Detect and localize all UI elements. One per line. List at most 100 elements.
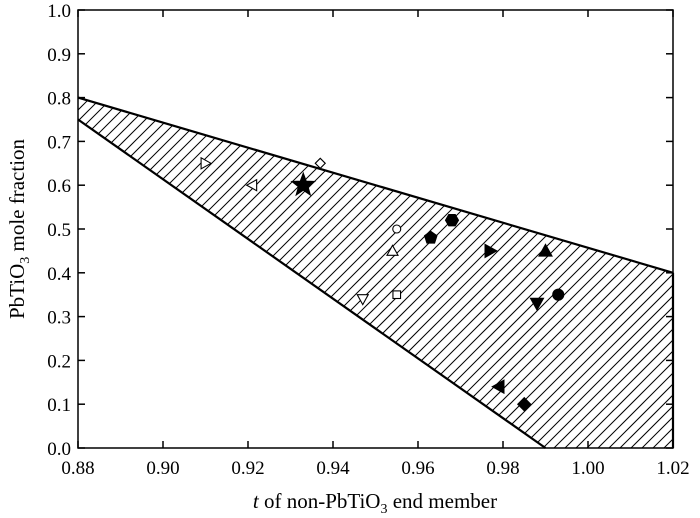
- y-tick-label: 0.5: [47, 220, 71, 241]
- hatch-line: [78, 97, 233, 448]
- data-point-triangle-left-filled: [491, 379, 505, 395]
- hatch-line: [78, 97, 222, 448]
- axis-ticks: 0.88 0.90 0.92 0.94 0.96 0.98 1.00 1.02 0.0 0.1 0.…: [47, 1, 689, 479]
- hatch-line: [78, 97, 200, 448]
- hatch-line: [620, 97, 673, 448]
- hatch-line: [78, 97, 255, 448]
- hatch-line: [147, 97, 607, 448]
- y-tick-label: 0.2: [47, 351, 71, 372]
- hatch-line: [499, 97, 673, 448]
- data-points: [200, 156, 565, 412]
- hatch-line: [78, 97, 244, 448]
- hatch-line: [78, 97, 211, 448]
- y-tick-label: 0.3: [47, 308, 71, 329]
- hatch-line: [367, 97, 673, 448]
- hatch-line: [125, 97, 585, 448]
- lower-boundary-line: [77, 118, 547, 449]
- hatch-line: [554, 97, 673, 448]
- hatch-line: [78, 97, 288, 448]
- y-tick-label: 0.7: [47, 132, 71, 153]
- data-point-diamond-open: [314, 157, 327, 170]
- data-point-triangle-up-filled: [538, 243, 553, 257]
- hatch-line: [676, 0, 700, 458]
- data-point-square-open: [392, 290, 402, 300]
- hatch-line: [687, 0, 700, 458]
- hatch-line: [477, 97, 673, 448]
- y-tick-label: 0.8: [47, 89, 71, 110]
- data-point-circle-open: [392, 224, 402, 234]
- data-point-triangle-right-filled: [484, 243, 498, 259]
- x-tick-label: 0.98: [486, 458, 519, 479]
- hatch-line: [433, 97, 673, 448]
- hatch-line: [323, 97, 673, 448]
- hatch-line: [78, 97, 497, 448]
- x-tick-label: 0.94: [316, 458, 350, 479]
- hatch-line: [543, 97, 673, 448]
- data-point-circle-filled: [552, 288, 565, 301]
- data-point-pentagon-filled: [423, 230, 438, 244]
- hatch-line: [455, 97, 673, 448]
- data-point-triangle-right-open: [200, 156, 213, 170]
- hatch-line: [565, 97, 673, 448]
- data-point-star-filled: [290, 171, 317, 197]
- hatch-line: [246, 97, 673, 448]
- data-point-diamond-filled: [516, 396, 532, 412]
- x-tick-label: 1.02: [656, 458, 689, 479]
- y-tick-label: 0.9: [47, 45, 71, 66]
- hatch-line: [389, 97, 673, 448]
- data-point-triangle-down-open: [356, 294, 370, 306]
- hatch-line: [202, 97, 662, 448]
- hatch-line: [279, 97, 673, 448]
- hatch-line: [488, 97, 673, 448]
- hatch-line: [180, 97, 640, 448]
- hatch-line: [521, 97, 673, 448]
- y-tick-label: 0.4: [47, 264, 71, 285]
- hatch-line: [653, 97, 673, 448]
- hatch-line: [78, 97, 266, 448]
- hatch-line: [510, 97, 673, 448]
- hatch-line: [576, 97, 673, 448]
- upper-boundary-line: [77, 96, 674, 274]
- hatch-line: [400, 97, 673, 448]
- hatch-line: [598, 97, 673, 448]
- hatch-line: [78, 97, 486, 448]
- hatch-line: [257, 97, 673, 448]
- hatch-line: [235, 97, 673, 448]
- hatch-line: [78, 97, 508, 448]
- hatch-line: [92, 97, 552, 448]
- x-tick-label: 0.92: [231, 458, 264, 479]
- hatch-line: [213, 97, 673, 448]
- hatch-line: [532, 97, 673, 448]
- hatch-line: [290, 97, 673, 448]
- plot-frame: [77, 9, 674, 449]
- data-point-hexagon-filled: [444, 214, 460, 227]
- hatch-line: [378, 97, 673, 448]
- hatch-line: [224, 97, 673, 448]
- hatch-line: [312, 97, 673, 448]
- data-point-triangle-up-open: [386, 244, 399, 256]
- hatch-line: [158, 97, 618, 448]
- data-point-triangle-down-filled: [529, 297, 545, 312]
- hatch-line: [103, 97, 563, 448]
- y-tick-label: 0.6: [47, 176, 71, 197]
- y-tick-label: 1.0: [47, 1, 71, 22]
- hatch-line: [587, 97, 673, 448]
- hatch-line: [466, 97, 673, 448]
- hatched-region: [78, 0, 700, 458]
- data-point-triangle-left-open: [245, 178, 258, 192]
- hatch-line: [81, 97, 541, 448]
- hatch-line: [444, 97, 673, 448]
- hatch-line: [78, 97, 519, 448]
- hatch-line: [78, 97, 299, 448]
- y-axis-title: PbTiO3 mole fraction: [5, 138, 33, 319]
- region-boundaries: [77, 96, 675, 449]
- x-axis-title: t of non-PbTiO3 end member: [253, 489, 497, 517]
- x-tick-label: 0.90: [146, 458, 179, 479]
- hatch-line: [356, 97, 673, 448]
- x-tick-label: 1.00: [571, 458, 604, 479]
- y-tick-label: 0.1: [47, 395, 71, 416]
- y-tick-label: 0.0: [47, 439, 71, 460]
- x-tick-label: 0.96: [401, 458, 434, 479]
- x-tick-label: 0.88: [61, 458, 94, 479]
